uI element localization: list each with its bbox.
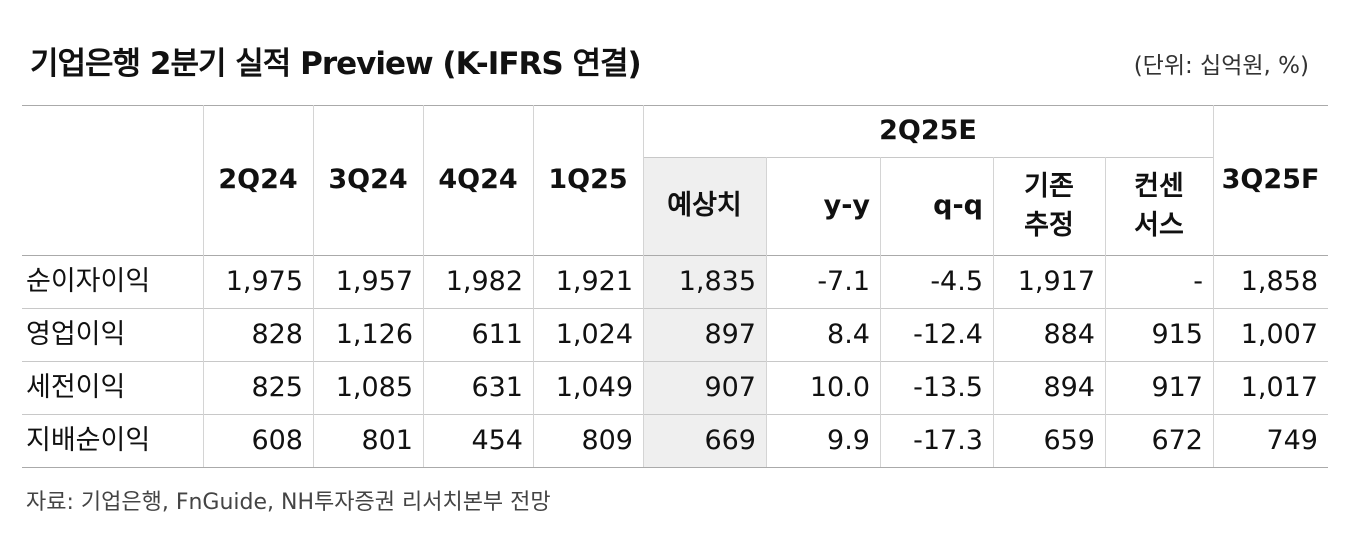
column-line — [533, 105, 534, 467]
row-line — [22, 308, 1328, 309]
column-line — [423, 105, 424, 467]
column-line — [766, 157, 767, 467]
row-label: 세전이익 — [26, 371, 126, 403]
header-line — [22, 255, 1328, 256]
data-cell: 1,835 — [678, 265, 756, 297]
group-header: 2Q25E — [879, 115, 977, 147]
row-line — [22, 414, 1328, 415]
column-line — [203, 105, 204, 467]
subcolumn-header: y-y — [823, 190, 870, 222]
data-cell: 1,975 — [225, 265, 303, 297]
column-header: 3Q25F — [1221, 164, 1320, 196]
row-line — [22, 361, 1328, 362]
table-bottom-line — [22, 467, 1328, 468]
row-label: 순이자이익 — [26, 265, 151, 297]
data-cell: 825 — [251, 371, 303, 403]
data-cell: -7.1 — [817, 265, 870, 297]
data-cell: -17.3 — [913, 424, 983, 456]
data-cell: -13.5 — [913, 371, 983, 403]
data-cell: 801 — [361, 424, 413, 456]
data-cell: 894 — [1043, 371, 1095, 403]
column-header: 2Q24 — [218, 164, 298, 196]
data-cell: 669 — [704, 424, 756, 456]
data-cell: 1,017 — [1240, 371, 1318, 403]
highlight-column — [643, 157, 766, 467]
subcolumn-header: 기존 추정 — [1024, 170, 1074, 241]
column-header: 3Q24 — [328, 164, 408, 196]
row-label: 지배순이익 — [26, 424, 151, 456]
data-cell: 828 — [251, 318, 303, 350]
title: 기업은행 2분기 실적 Preview (K-IFRS 연결) — [30, 46, 642, 82]
data-cell: 8.4 — [827, 318, 870, 350]
unit-note: (단위: 십억원, %) — [1133, 53, 1309, 79]
data-cell: 1,957 — [335, 265, 413, 297]
data-cell: 1,917 — [1017, 265, 1095, 297]
column-line — [1105, 157, 1106, 467]
data-cell: 1,085 — [335, 371, 413, 403]
data-cell: 1,126 — [335, 318, 413, 350]
column-line — [880, 157, 881, 467]
data-cell: 659 — [1043, 424, 1095, 456]
column-header: 1Q25 — [548, 164, 628, 196]
data-cell: 611 — [471, 318, 523, 350]
column-line — [643, 105, 644, 467]
data-cell: 10.0 — [809, 371, 870, 403]
column-line — [993, 157, 994, 467]
data-cell: 9.9 — [827, 424, 870, 456]
data-cell: 1,007 — [1240, 318, 1318, 350]
data-cell: 608 — [251, 424, 303, 456]
data-cell: 749 — [1266, 424, 1318, 456]
source-note: 자료: 기업은행, FnGuide, NH투자증권 리서치본부 전망 — [26, 490, 551, 515]
data-cell: 897 — [704, 318, 756, 350]
data-cell: 809 — [581, 424, 633, 456]
data-cell: -12.4 — [913, 318, 983, 350]
data-cell: 1,982 — [445, 265, 523, 297]
column-line — [1213, 105, 1214, 467]
data-cell: - — [1193, 265, 1203, 297]
row-label: 영업이익 — [26, 318, 126, 350]
data-cell: 672 — [1151, 424, 1203, 456]
data-cell: 907 — [704, 371, 756, 403]
group-line — [643, 157, 1213, 158]
subcolumn-header: 컨센 서스 — [1134, 170, 1184, 241]
data-cell: 917 — [1151, 371, 1203, 403]
subcolumn-header: q-q — [933, 190, 983, 222]
data-cell: -4.5 — [930, 265, 983, 297]
data-cell: 915 — [1151, 318, 1203, 350]
data-cell: 1,024 — [555, 318, 633, 350]
data-cell: 1,858 — [1240, 265, 1318, 297]
subcolumn-header: 예상치 — [667, 190, 742, 222]
data-cell: 1,921 — [555, 265, 633, 297]
data-cell: 454 — [471, 424, 523, 456]
column-line — [313, 105, 314, 467]
data-cell: 884 — [1043, 318, 1095, 350]
data-cell: 1,049 — [555, 371, 633, 403]
column-header: 4Q24 — [438, 164, 518, 196]
data-cell: 631 — [471, 371, 523, 403]
table-top-line — [22, 105, 1328, 106]
